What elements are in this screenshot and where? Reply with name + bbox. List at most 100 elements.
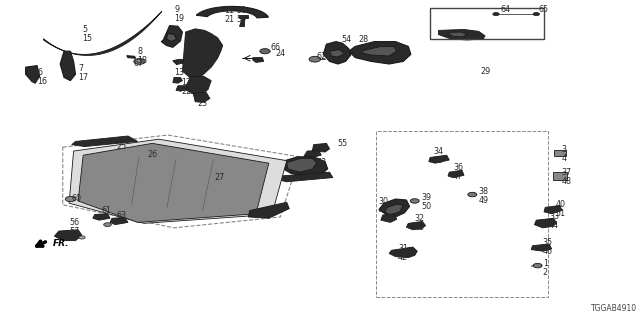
Text: 23: 23	[197, 99, 207, 108]
Text: 35: 35	[543, 238, 553, 247]
Text: 36: 36	[453, 163, 463, 172]
Text: 17: 17	[78, 73, 88, 82]
Polygon shape	[287, 158, 317, 172]
Polygon shape	[182, 29, 223, 79]
Text: 16: 16	[37, 77, 47, 86]
Polygon shape	[54, 230, 82, 241]
Circle shape	[533, 263, 542, 268]
Text: 2: 2	[543, 268, 548, 277]
Text: 51: 51	[556, 209, 566, 218]
Text: 56: 56	[69, 218, 79, 227]
Text: 47: 47	[453, 172, 463, 181]
Text: 14: 14	[197, 90, 207, 99]
Text: 63: 63	[116, 211, 127, 220]
Text: 3: 3	[562, 145, 567, 154]
Text: 50: 50	[421, 202, 431, 211]
Text: 67: 67	[133, 59, 143, 68]
Polygon shape	[278, 172, 333, 182]
Circle shape	[533, 12, 540, 16]
Bar	[554, 150, 566, 156]
Text: 18: 18	[138, 56, 148, 65]
Polygon shape	[44, 11, 162, 55]
Polygon shape	[448, 170, 464, 178]
Polygon shape	[381, 214, 397, 222]
Text: 25: 25	[116, 142, 127, 151]
Polygon shape	[69, 139, 287, 223]
Polygon shape	[184, 76, 211, 94]
Polygon shape	[173, 77, 182, 83]
Polygon shape	[60, 51, 76, 81]
Text: 55: 55	[337, 139, 348, 148]
Text: 61: 61	[101, 206, 111, 215]
Polygon shape	[362, 46, 397, 56]
Circle shape	[493, 12, 499, 16]
Polygon shape	[72, 136, 138, 147]
Circle shape	[65, 196, 76, 202]
Polygon shape	[312, 143, 330, 152]
Text: 39: 39	[421, 193, 431, 202]
Polygon shape	[78, 143, 269, 222]
Polygon shape	[379, 199, 410, 217]
Text: 45: 45	[434, 156, 444, 165]
Polygon shape	[176, 86, 187, 91]
Text: 38: 38	[479, 187, 489, 196]
Text: 20: 20	[197, 58, 207, 67]
Text: 66: 66	[270, 43, 280, 52]
Text: 5: 5	[82, 25, 87, 34]
Text: 26: 26	[147, 150, 157, 159]
Polygon shape	[448, 32, 467, 37]
Bar	[553, 172, 567, 180]
Text: 12: 12	[181, 78, 191, 87]
Polygon shape	[127, 56, 136, 58]
Text: 64: 64	[500, 5, 511, 14]
Circle shape	[79, 236, 85, 239]
Text: 46: 46	[543, 247, 553, 256]
Text: 21: 21	[224, 15, 234, 24]
Circle shape	[134, 59, 145, 64]
Circle shape	[410, 199, 419, 203]
Polygon shape	[389, 247, 417, 258]
Text: 49: 49	[479, 196, 489, 205]
Text: 28: 28	[358, 35, 369, 44]
Text: 10: 10	[197, 49, 207, 58]
Text: 52: 52	[317, 171, 328, 180]
Polygon shape	[349, 42, 411, 64]
Polygon shape	[239, 17, 244, 26]
Text: TGGAB4910: TGGAB4910	[591, 304, 637, 313]
Circle shape	[260, 49, 270, 54]
Polygon shape	[196, 6, 268, 18]
Text: 42: 42	[398, 253, 408, 262]
Text: 24: 24	[275, 49, 285, 58]
Text: 22: 22	[181, 87, 191, 96]
Polygon shape	[161, 26, 182, 47]
Text: 57: 57	[69, 227, 79, 236]
Text: 32: 32	[415, 214, 425, 223]
Text: 44: 44	[549, 221, 559, 230]
Polygon shape	[531, 244, 552, 251]
Text: 13: 13	[174, 68, 184, 77]
Polygon shape	[304, 150, 321, 157]
Text: 8: 8	[138, 47, 143, 56]
Polygon shape	[406, 221, 426, 230]
Text: 48: 48	[562, 177, 572, 186]
Text: FR.: FR.	[52, 239, 69, 248]
Polygon shape	[239, 15, 248, 18]
Circle shape	[104, 223, 111, 227]
Polygon shape	[26, 66, 40, 83]
Text: 53: 53	[316, 158, 326, 167]
Polygon shape	[438, 29, 485, 40]
Polygon shape	[282, 157, 328, 177]
Circle shape	[468, 192, 477, 197]
Text: 6: 6	[37, 68, 42, 77]
Polygon shape	[429, 155, 449, 163]
Text: 30: 30	[379, 197, 389, 206]
Polygon shape	[330, 50, 344, 57]
Text: 4: 4	[562, 154, 567, 163]
Text: 54: 54	[341, 35, 351, 44]
Circle shape	[309, 56, 321, 62]
Text: 40: 40	[556, 200, 566, 209]
Text: 27: 27	[214, 173, 225, 182]
Bar	[430, 8, 544, 39]
Polygon shape	[534, 218, 557, 228]
Text: 33: 33	[549, 212, 559, 221]
